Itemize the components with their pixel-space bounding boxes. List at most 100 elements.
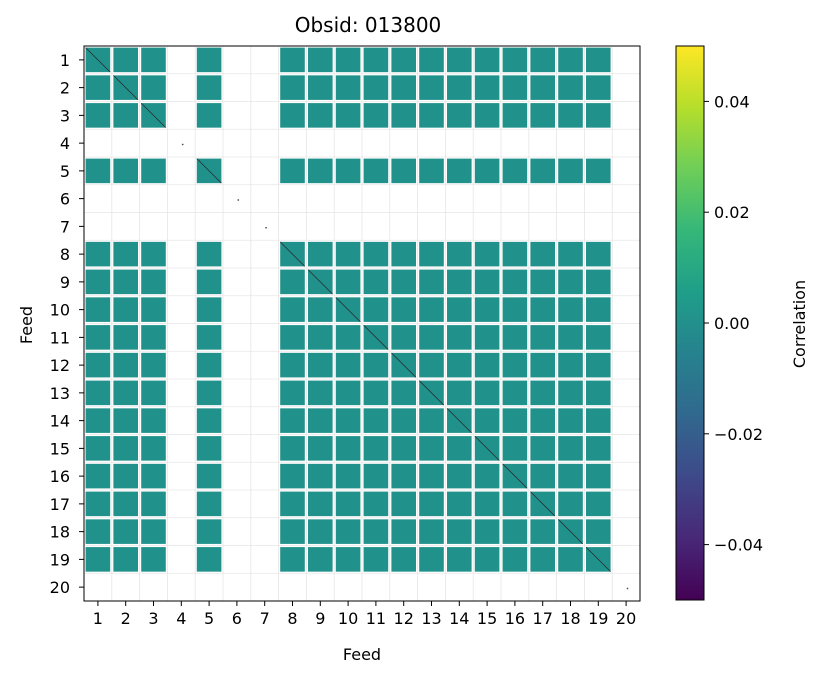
- heatmap-cell: [558, 408, 583, 433]
- heatmap-cell: [363, 241, 389, 267]
- diagonal-mark: [391, 352, 417, 378]
- heatmap-cell: [419, 297, 444, 322]
- x-tick-label: 1: [93, 609, 103, 628]
- x-tick-label: 11: [366, 609, 386, 628]
- heatmap-cell: [391, 380, 416, 406]
- diagonal-mark: [85, 47, 111, 73]
- heatmap-cell: [558, 352, 583, 378]
- heatmap-cell: [196, 408, 222, 433]
- heatmap-cell: [280, 158, 305, 184]
- heatmap-cell: [141, 491, 166, 517]
- x-tick-label: 9: [315, 609, 325, 628]
- heatmap-cell: [335, 103, 361, 128]
- heatmap-cell: [141, 325, 166, 350]
- y-tick-label: 9: [60, 273, 70, 292]
- heatmap-cell: [141, 463, 166, 489]
- heatmap-cell: [308, 352, 333, 378]
- heatmap-cell: [391, 463, 416, 489]
- diagonal-mark: [363, 324, 389, 350]
- heatmap-cell: [363, 269, 389, 295]
- y-tick-label: 4: [60, 134, 70, 153]
- heatmap-cell: [391, 158, 416, 184]
- diagonal-mark: [418, 380, 445, 406]
- heatmap-cell: [196, 380, 222, 406]
- heatmap-cell: [335, 463, 361, 489]
- heatmap-cell: [196, 297, 222, 322]
- heatmap-cell: [391, 241, 416, 267]
- heatmap-cell: [113, 325, 138, 350]
- heatmap-cell: [502, 75, 528, 100]
- heatmap-cell: [308, 491, 333, 517]
- heatmap-cell: [558, 269, 583, 295]
- heatmap-cell: [335, 491, 361, 517]
- heatmap-cell: [280, 547, 305, 572]
- heatmap-cell: [308, 463, 333, 489]
- y-tick-label: 19: [50, 550, 70, 569]
- heatmap-cell: [280, 325, 305, 350]
- heatmap-cell: [391, 269, 416, 295]
- y-tick-label: 3: [60, 106, 70, 125]
- heatmap-cell: [474, 241, 500, 267]
- heatmap-cell: [419, 519, 444, 544]
- x-tick-label: 3: [148, 609, 158, 628]
- y-axis-label: Feed: [17, 306, 36, 344]
- y-tick-label: 1: [60, 51, 70, 70]
- heatmap-cell: [474, 352, 500, 378]
- heatmap-cell: [474, 269, 500, 295]
- heatmap-cell: [558, 297, 583, 322]
- heatmap-cell: [530, 269, 555, 295]
- heatmap-cell: [502, 269, 528, 295]
- heatmap-cell: [308, 408, 333, 433]
- heatmap-cell: [113, 436, 138, 461]
- masked-diagonal-mark: [626, 587, 629, 590]
- heatmap-cell: [419, 408, 444, 433]
- heatmap-cell: [530, 519, 555, 544]
- plot-frame: [83, 45, 641, 602]
- heatmap-cell: [447, 269, 472, 295]
- heatmap-cell: [502, 103, 528, 128]
- x-tick-label: 19: [588, 609, 608, 628]
- x-tick-label: 18: [560, 609, 580, 628]
- masked-diagonal-mark: [265, 226, 267, 229]
- heatmap-cell: [474, 408, 500, 433]
- heatmap-cell: [85, 380, 111, 406]
- heatmap-cell: [113, 103, 138, 128]
- heatmap-cell: [363, 408, 389, 433]
- heatmap-cell: [196, 103, 222, 128]
- x-tick-label: 13: [421, 609, 441, 628]
- heatmap-cell: [586, 408, 611, 433]
- heatmap-cell: [419, 269, 444, 295]
- heatmap-cell: [308, 436, 333, 461]
- heatmap-cell: [586, 47, 611, 73]
- heatmap-cell: [363, 158, 389, 184]
- heatmap-cell: [419, 47, 444, 73]
- masked-diagonal-mark: [237, 199, 240, 201]
- heatmap-cell: [363, 380, 389, 406]
- heatmap-cell: [586, 436, 611, 461]
- heatmap-cell: [113, 269, 138, 295]
- heatmap-cell: [558, 241, 583, 267]
- heatmap-cell: [530, 463, 555, 489]
- x-axis-ticks: 1 2 3 4 5 6 7 8 9 10 11 12 13 14 15 16 17 18 19 20: [93, 601, 636, 628]
- heatmap-cell: [113, 297, 138, 322]
- heatmap-cell: [474, 491, 500, 517]
- heatmap-cell: [474, 463, 500, 489]
- heatmap-cell: [391, 491, 416, 517]
- heatmap-cell: [558, 325, 583, 350]
- heatmap-cell: [280, 269, 305, 295]
- heatmap-cell: [308, 241, 333, 267]
- heatmap-cell: [85, 325, 111, 350]
- heatmap-cell: [474, 47, 500, 73]
- heatmap-cell: [530, 75, 555, 100]
- heatmap-cell: [85, 519, 111, 544]
- heatmap-cell: [474, 380, 500, 406]
- heatmap-cell: [363, 352, 389, 378]
- x-tick-label: 7: [260, 609, 270, 628]
- y-tick-label: 14: [50, 412, 70, 431]
- heatmap-cell: [196, 547, 222, 572]
- heatmap-cell: [196, 241, 222, 267]
- heatmap-cell: [447, 519, 472, 544]
- heatmap-cell: [141, 547, 166, 572]
- heatmap-cell: [474, 297, 500, 322]
